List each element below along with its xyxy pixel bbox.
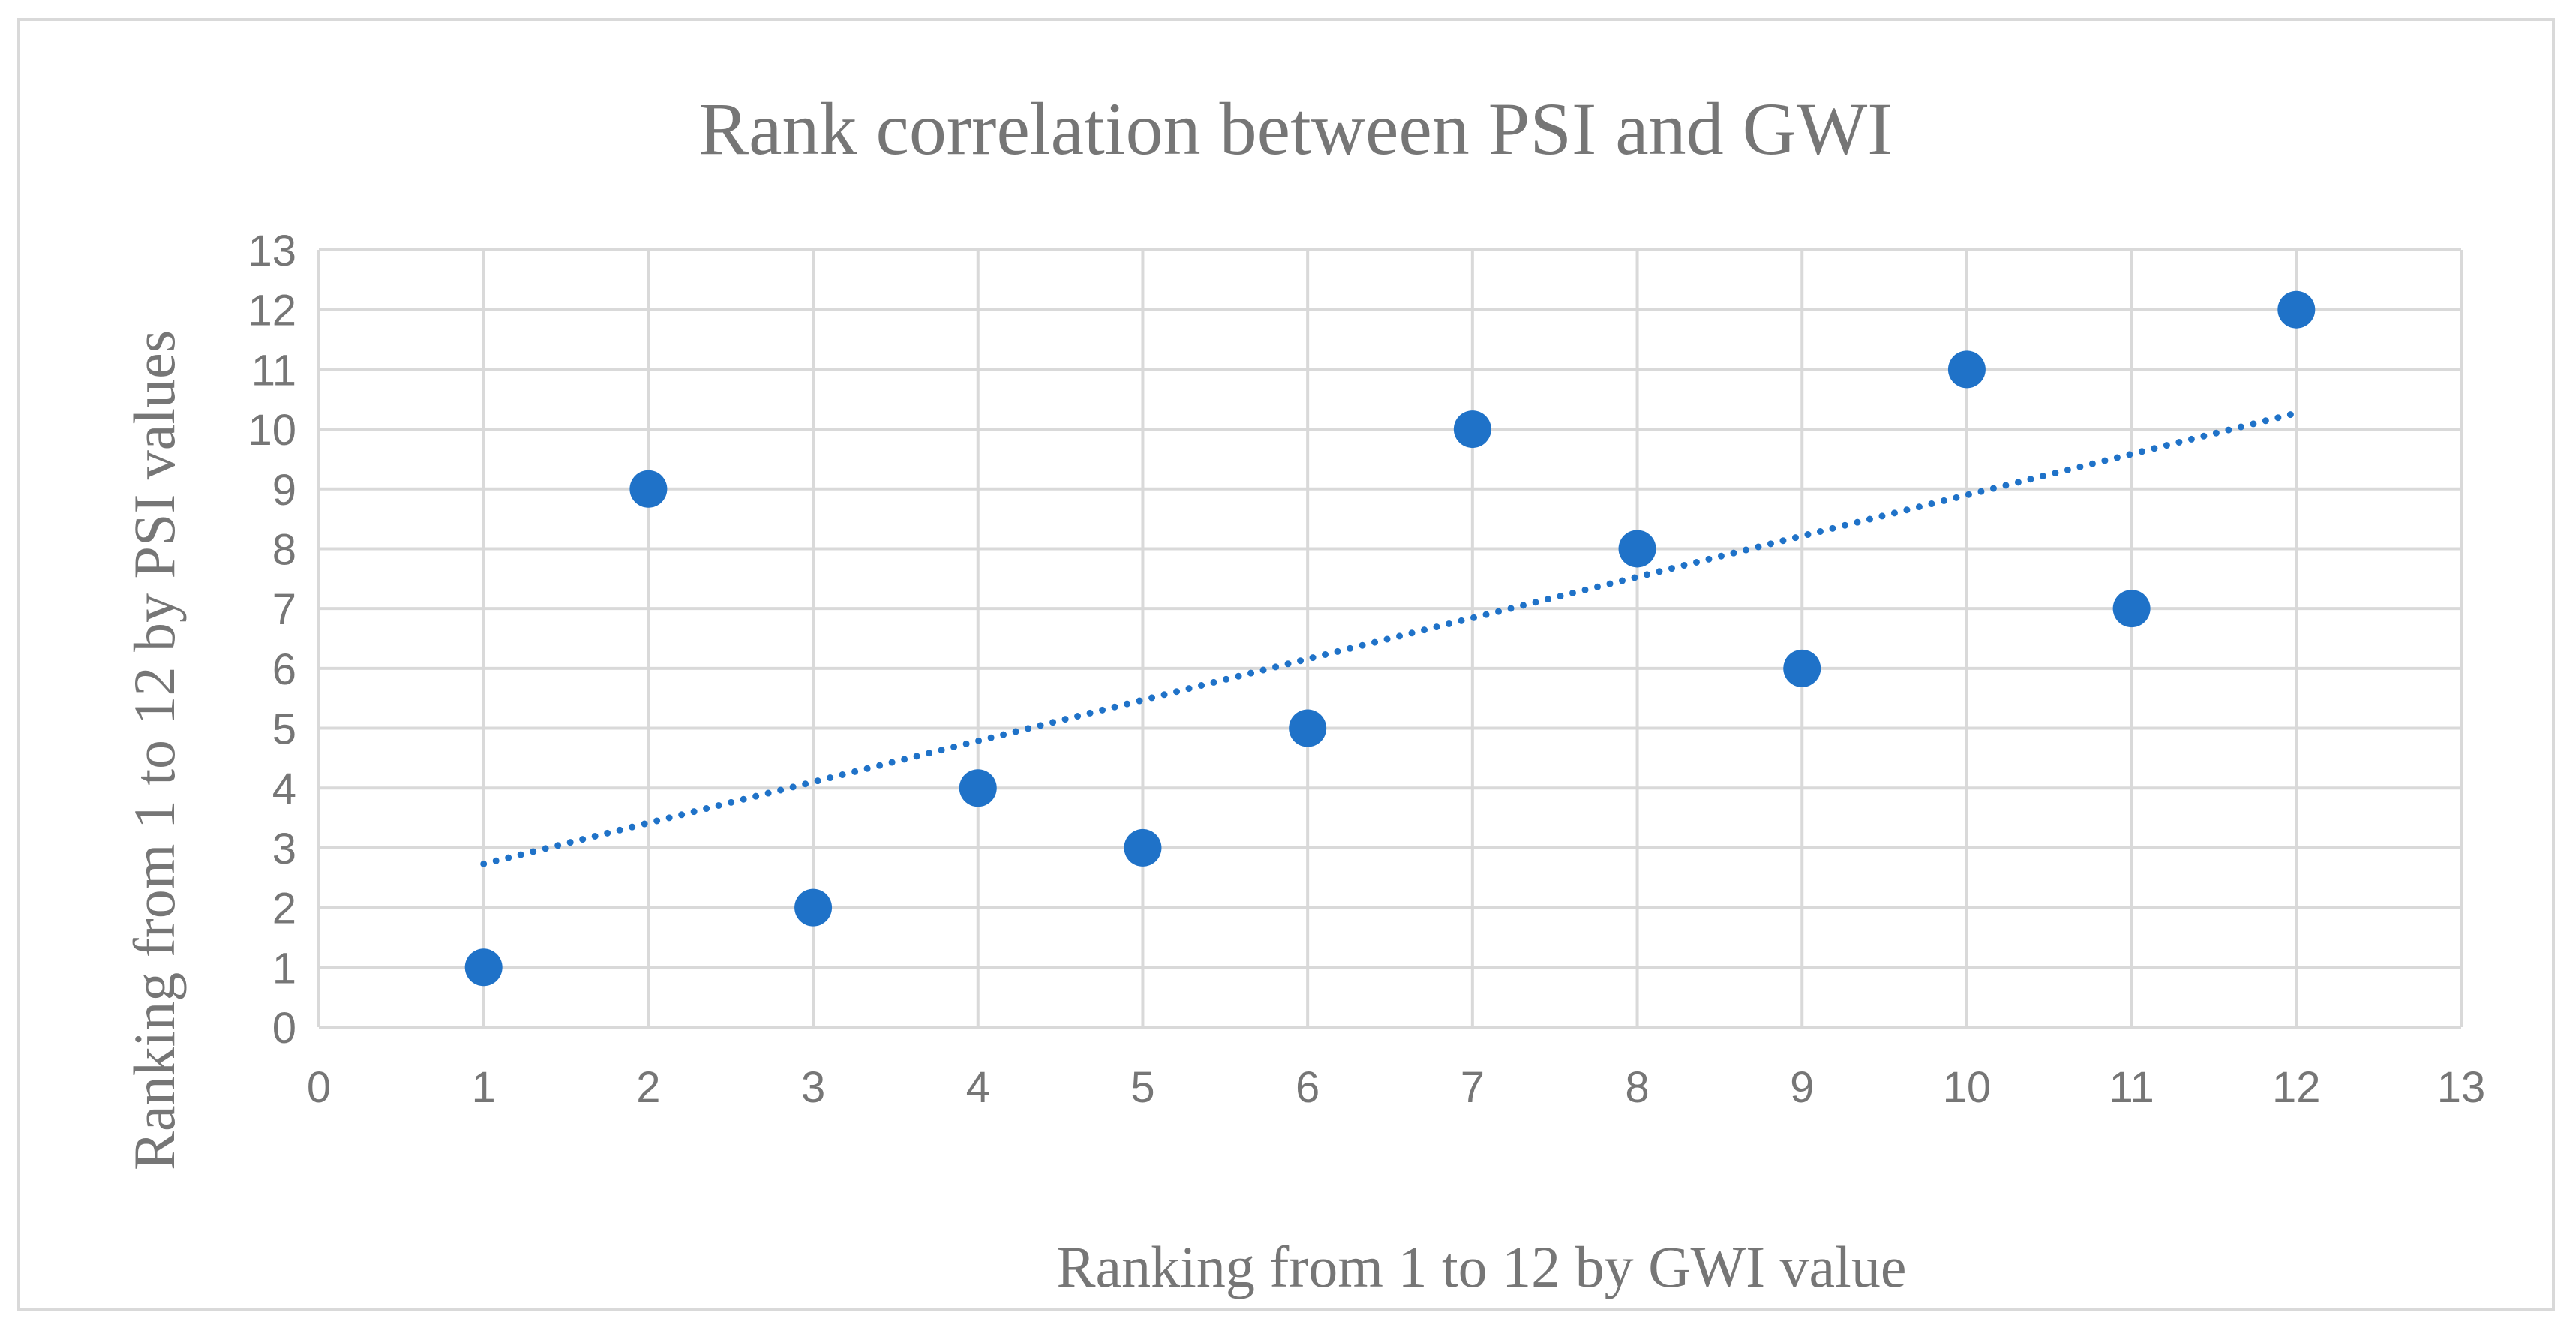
grid-lines (317, 248, 2463, 1029)
x-tick-label: 10 (1943, 1063, 1992, 1112)
trendline (480, 410, 2300, 867)
y-tick-label: 13 (248, 227, 296, 275)
y-tick-label: 0 (272, 1004, 296, 1053)
y-tick-label: 4 (272, 765, 296, 813)
chart-title: Rank correlation between PSI and GWI (698, 87, 1892, 170)
y-tick-label: 1 (272, 944, 296, 993)
data-point (2112, 590, 2151, 628)
y-tick-label: 9 (272, 466, 296, 515)
data-point (959, 769, 997, 807)
y-tick-label: 2 (272, 885, 296, 933)
data-point (1124, 828, 1162, 867)
x-tick-label: 11 (2109, 1063, 2154, 1112)
y-tick-label: 6 (272, 645, 296, 694)
x-tick-label: 1 (472, 1063, 496, 1112)
x-tick-label: 2 (636, 1063, 660, 1112)
x-tick-label: 7 (1461, 1063, 1485, 1112)
x-axis-title: Ranking from 1 to 12 by GWI value (1057, 1234, 1907, 1299)
x-tick-label: 12 (2272, 1063, 2321, 1112)
data-point (464, 948, 503, 987)
data-point (1947, 350, 1986, 389)
x-axis-ticks: 0 1 2 3 4 5 6 7 8 9 10 11 12 13 (307, 1063, 2485, 1112)
trendline-group (480, 410, 2300, 867)
data-point (2277, 290, 2316, 329)
data-point (794, 888, 833, 927)
x-tick-label: 9 (1790, 1063, 1814, 1112)
y-tick-label: 8 (272, 525, 296, 574)
x-tick-label: 13 (2437, 1063, 2486, 1112)
data-point (1618, 530, 1656, 568)
y-tick-label: 10 (248, 406, 296, 455)
x-tick-label: 4 (966, 1063, 990, 1112)
y-tick-label: 5 (272, 705, 296, 754)
x-tick-label: 0 (307, 1063, 331, 1112)
x-tick-label: 5 (1130, 1063, 1154, 1112)
y-tick-label: 12 (248, 287, 296, 335)
data-point (629, 470, 668, 508)
y-tick-label: 3 (272, 825, 296, 873)
y-tick-label: 11 (251, 346, 296, 395)
x-tick-label: 8 (1625, 1063, 1649, 1112)
data-point (1289, 709, 1327, 747)
y-axis-title: Ranking from 1 to 12 by PSI values (122, 330, 187, 1170)
data-points (464, 290, 2316, 987)
x-tick-label: 6 (1296, 1063, 1320, 1112)
data-point (1783, 649, 1821, 687)
data-point (1453, 410, 1491, 449)
y-tick-label: 7 (272, 585, 296, 634)
x-tick-label: 3 (801, 1063, 825, 1112)
